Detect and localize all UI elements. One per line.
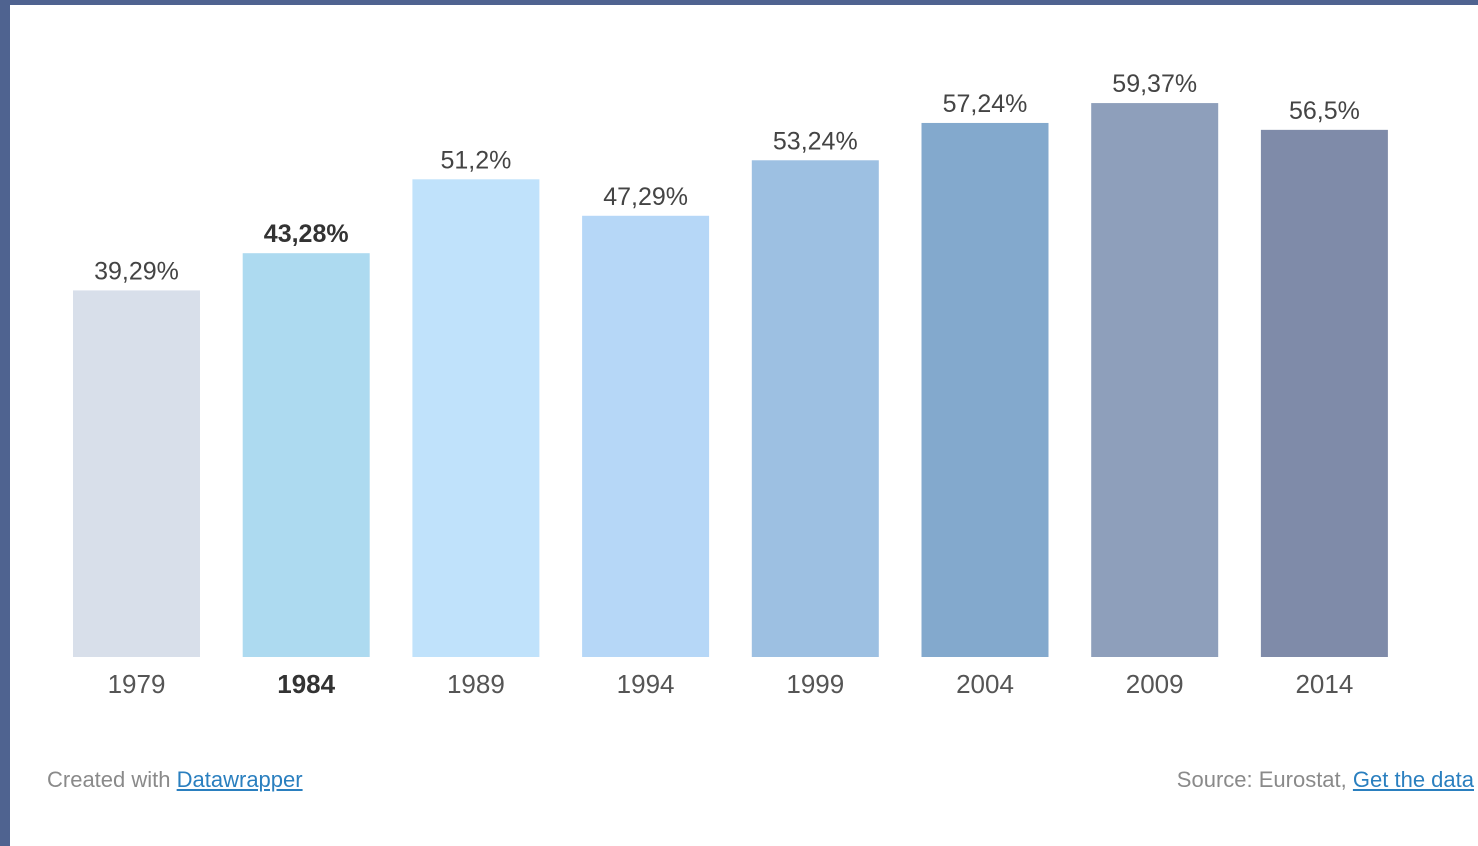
value-label-1989: 51,2% — [440, 146, 511, 174]
bar-1999 — [751, 160, 879, 657]
bar-2004 — [921, 122, 1049, 657]
x-tick-1999: 1999 — [786, 669, 844, 699]
x-tick-1984: 1984 — [277, 669, 335, 699]
bar-2009 — [1091, 103, 1219, 658]
bar-2014 — [1260, 129, 1388, 658]
value-label-1979: 39,29% — [94, 257, 179, 285]
x-tick-2014: 2014 — [1295, 669, 1353, 699]
x-tick-1989: 1989 — [447, 669, 505, 699]
value-label-2009: 59,37% — [1112, 70, 1197, 98]
bar-1989 — [412, 179, 540, 657]
value-label-2014: 56,5% — [1289, 97, 1360, 125]
bar-chart: 39,29% 1979 43,28% 1984 51,2% 1989 47,29% 1994 5… — [73, 70, 1388, 699]
x-tick-2004: 2004 — [956, 669, 1014, 699]
created-with-text: Created with — [47, 767, 171, 792]
value-label-1994: 47,29% — [603, 183, 688, 211]
value-label-2004: 57,24% — [943, 90, 1028, 118]
x-tick-2009: 2009 — [1126, 669, 1184, 699]
bar-1994 — [582, 215, 710, 657]
get-the-data-link[interactable]: Get the data — [1352, 767, 1474, 792]
datawrapper-link[interactable]: Datawrapper — [176, 767, 303, 792]
chart-frame: 39,29% 1979 43,28% 1984 51,2% 1989 47,29% 1994 5… — [10, 5, 1478, 846]
bar-1984 — [242, 253, 370, 657]
source-footer: Source: Eurostat, Get the data — [1177, 767, 1474, 793]
credit-footer: Created with Datawrapper — [47, 767, 303, 793]
x-tick-1994: 1994 — [617, 669, 675, 699]
source-text: Source: Eurostat, — [1176, 767, 1347, 792]
value-label-1984: 43,28% — [264, 220, 349, 248]
bar-1979 — [73, 290, 200, 657]
x-tick-1979: 1979 — [108, 669, 166, 699]
value-label-1999: 53,24% — [773, 127, 858, 155]
